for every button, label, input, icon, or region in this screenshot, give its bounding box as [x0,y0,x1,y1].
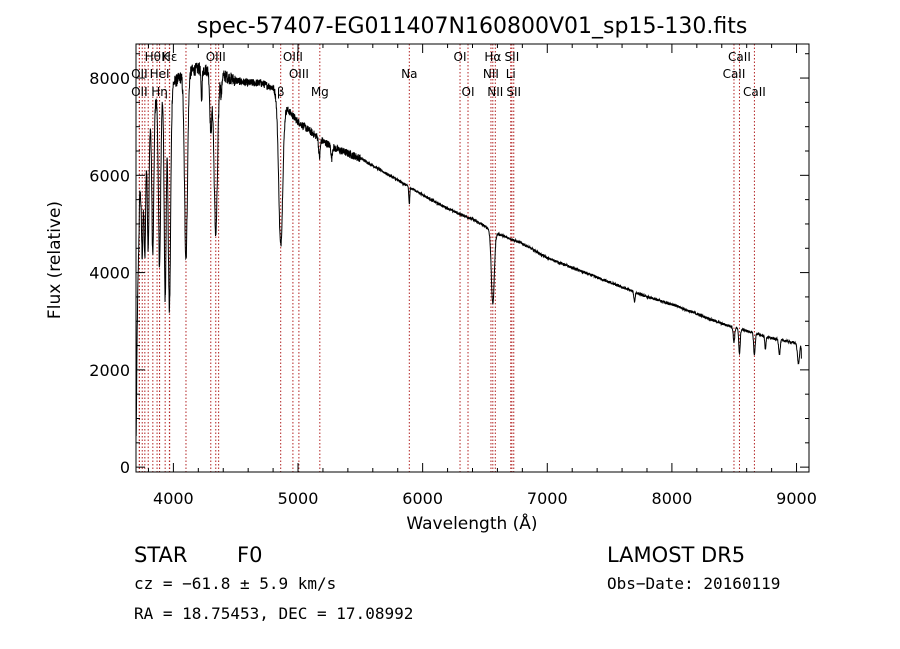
coordinates-readout: RA = 18.75453, DEC = 17.08992 [134,604,413,623]
line-marker-label: CaII [728,50,751,64]
x-axis-label: Wavelength (Å) [406,512,537,534]
object-subclass: F0 [237,543,262,567]
x-tick-label: 6000 [402,489,443,508]
line-marker-label: OII [131,67,148,81]
line-marker-group [138,44,755,472]
line-marker-label: SII [506,85,521,99]
line-marker-label: OIII [206,50,226,64]
x-tick-label: 5000 [278,489,319,508]
line-marker-label: NII [487,85,503,99]
velocity-readout: cz = −61.8 ± 5.9 km/s [134,574,336,593]
survey-name: LAMOST DR5 [607,543,745,567]
line-marker-label: Hη [151,85,168,99]
line-marker-label: Hα [484,50,501,64]
line-marker-label: Mg [311,85,329,99]
x-tick-label: 7000 [527,489,568,508]
object-class: STAR [134,543,187,567]
y-tick-label: 6000 [89,166,130,185]
line-marker-label: NII [483,67,499,81]
spectrum-line [135,62,802,437]
line-marker-label: Hε [162,50,178,64]
y-axis: 0 2000 4000 6000 8000 [89,53,809,477]
line-marker-label: Li [506,67,516,81]
y-tick-label: 0 [120,458,130,477]
y-tick-label: 4000 [89,264,130,283]
line-marker-label: OI [454,50,467,64]
line-marker-label: OIII [283,50,303,64]
line-marker-label: Hθ [145,50,161,64]
line-marker-label: OII [131,85,148,99]
observation-date: Obs−Date: 20160119 [607,574,780,593]
y-tick-label: 8000 [89,69,130,88]
x-axis: 4000 5000 6000 7000 8000 9000 [147,44,817,508]
x-tick-label: 4000 [153,489,194,508]
x-tick-label: 9000 [776,489,817,508]
y-tick-label: 2000 [89,361,130,380]
line-marker-label: OI [462,85,475,99]
y-axis-label: Flux (relative) [45,201,65,319]
line-marker-label: Na [401,67,417,81]
line-marker-label: β [277,85,285,99]
line-marker-label: SII [505,50,520,64]
line-marker-label: HeI [150,67,170,81]
chart-title: spec-57407-EG011407N160800V01_sp15-130.f… [197,14,748,39]
plot-frame [135,43,810,473]
x-tick-label: 8000 [652,489,693,508]
line-marker-label: K [161,50,170,64]
line-marker-label: CaII [743,85,766,99]
line-marker-label: OIII [289,67,309,81]
line-marker-label: CaII [723,67,746,81]
